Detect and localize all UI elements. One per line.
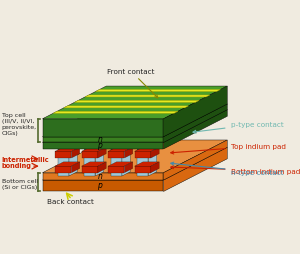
Text: Bottom cell
(Si or CIGs): Bottom cell (Si or CIGs) <box>2 178 38 189</box>
Polygon shape <box>135 148 159 152</box>
Polygon shape <box>135 152 151 158</box>
Polygon shape <box>43 180 164 192</box>
Text: Bottom indium pad: Bottom indium pad <box>171 166 300 174</box>
Polygon shape <box>43 137 164 143</box>
Polygon shape <box>84 150 95 176</box>
Polygon shape <box>58 150 69 176</box>
Polygon shape <box>71 162 80 173</box>
Polygon shape <box>71 148 80 158</box>
Polygon shape <box>82 148 106 152</box>
Polygon shape <box>108 166 124 173</box>
Text: n-type contact: n-type contact <box>171 163 283 176</box>
Polygon shape <box>164 148 227 192</box>
Polygon shape <box>55 162 80 166</box>
Text: Top cell
(III/V, II/VI,
perovskite,
CIGs): Top cell (III/V, II/VI, perovskite, CIGs… <box>2 113 37 135</box>
Text: n: n <box>97 171 102 180</box>
Polygon shape <box>108 152 124 158</box>
Polygon shape <box>98 162 106 173</box>
Polygon shape <box>164 87 227 137</box>
Polygon shape <box>135 166 151 173</box>
Polygon shape <box>53 112 178 114</box>
Text: Top indium pad: Top indium pad <box>171 144 286 154</box>
Polygon shape <box>84 146 104 150</box>
Polygon shape <box>108 148 133 152</box>
Text: Intermetallic
bonding: Intermetallic bonding <box>2 156 49 169</box>
Polygon shape <box>69 146 77 176</box>
Polygon shape <box>164 105 227 143</box>
Polygon shape <box>124 148 133 158</box>
Polygon shape <box>55 152 71 158</box>
Polygon shape <box>96 90 220 92</box>
Polygon shape <box>82 152 98 158</box>
Polygon shape <box>43 148 227 180</box>
Polygon shape <box>108 162 133 166</box>
Text: p-type contact: p-type contact <box>193 122 283 134</box>
Polygon shape <box>151 162 159 173</box>
Polygon shape <box>82 166 98 173</box>
Polygon shape <box>122 146 130 176</box>
Text: p: p <box>97 140 102 149</box>
Text: p: p <box>97 181 102 190</box>
Polygon shape <box>164 140 227 180</box>
Polygon shape <box>55 148 80 152</box>
Polygon shape <box>148 146 157 176</box>
Polygon shape <box>98 148 106 158</box>
Polygon shape <box>43 105 227 137</box>
Polygon shape <box>85 96 210 98</box>
Polygon shape <box>55 166 71 173</box>
Text: Back contact: Back contact <box>46 198 94 204</box>
Polygon shape <box>95 146 104 176</box>
Polygon shape <box>137 146 157 150</box>
Polygon shape <box>151 148 159 158</box>
Text: n: n <box>97 134 102 143</box>
Polygon shape <box>137 150 148 176</box>
Polygon shape <box>164 110 227 149</box>
Text: Front contact: Front contact <box>107 69 158 99</box>
Polygon shape <box>124 162 133 173</box>
Polygon shape <box>135 162 159 166</box>
Polygon shape <box>82 162 106 166</box>
Polygon shape <box>43 110 227 143</box>
Polygon shape <box>74 101 199 103</box>
Polygon shape <box>58 146 77 150</box>
Polygon shape <box>110 146 130 150</box>
Polygon shape <box>43 87 227 119</box>
Polygon shape <box>43 173 164 180</box>
Polygon shape <box>43 140 227 173</box>
Polygon shape <box>110 150 122 176</box>
Polygon shape <box>43 119 164 137</box>
Polygon shape <box>43 143 164 149</box>
Polygon shape <box>64 106 189 108</box>
